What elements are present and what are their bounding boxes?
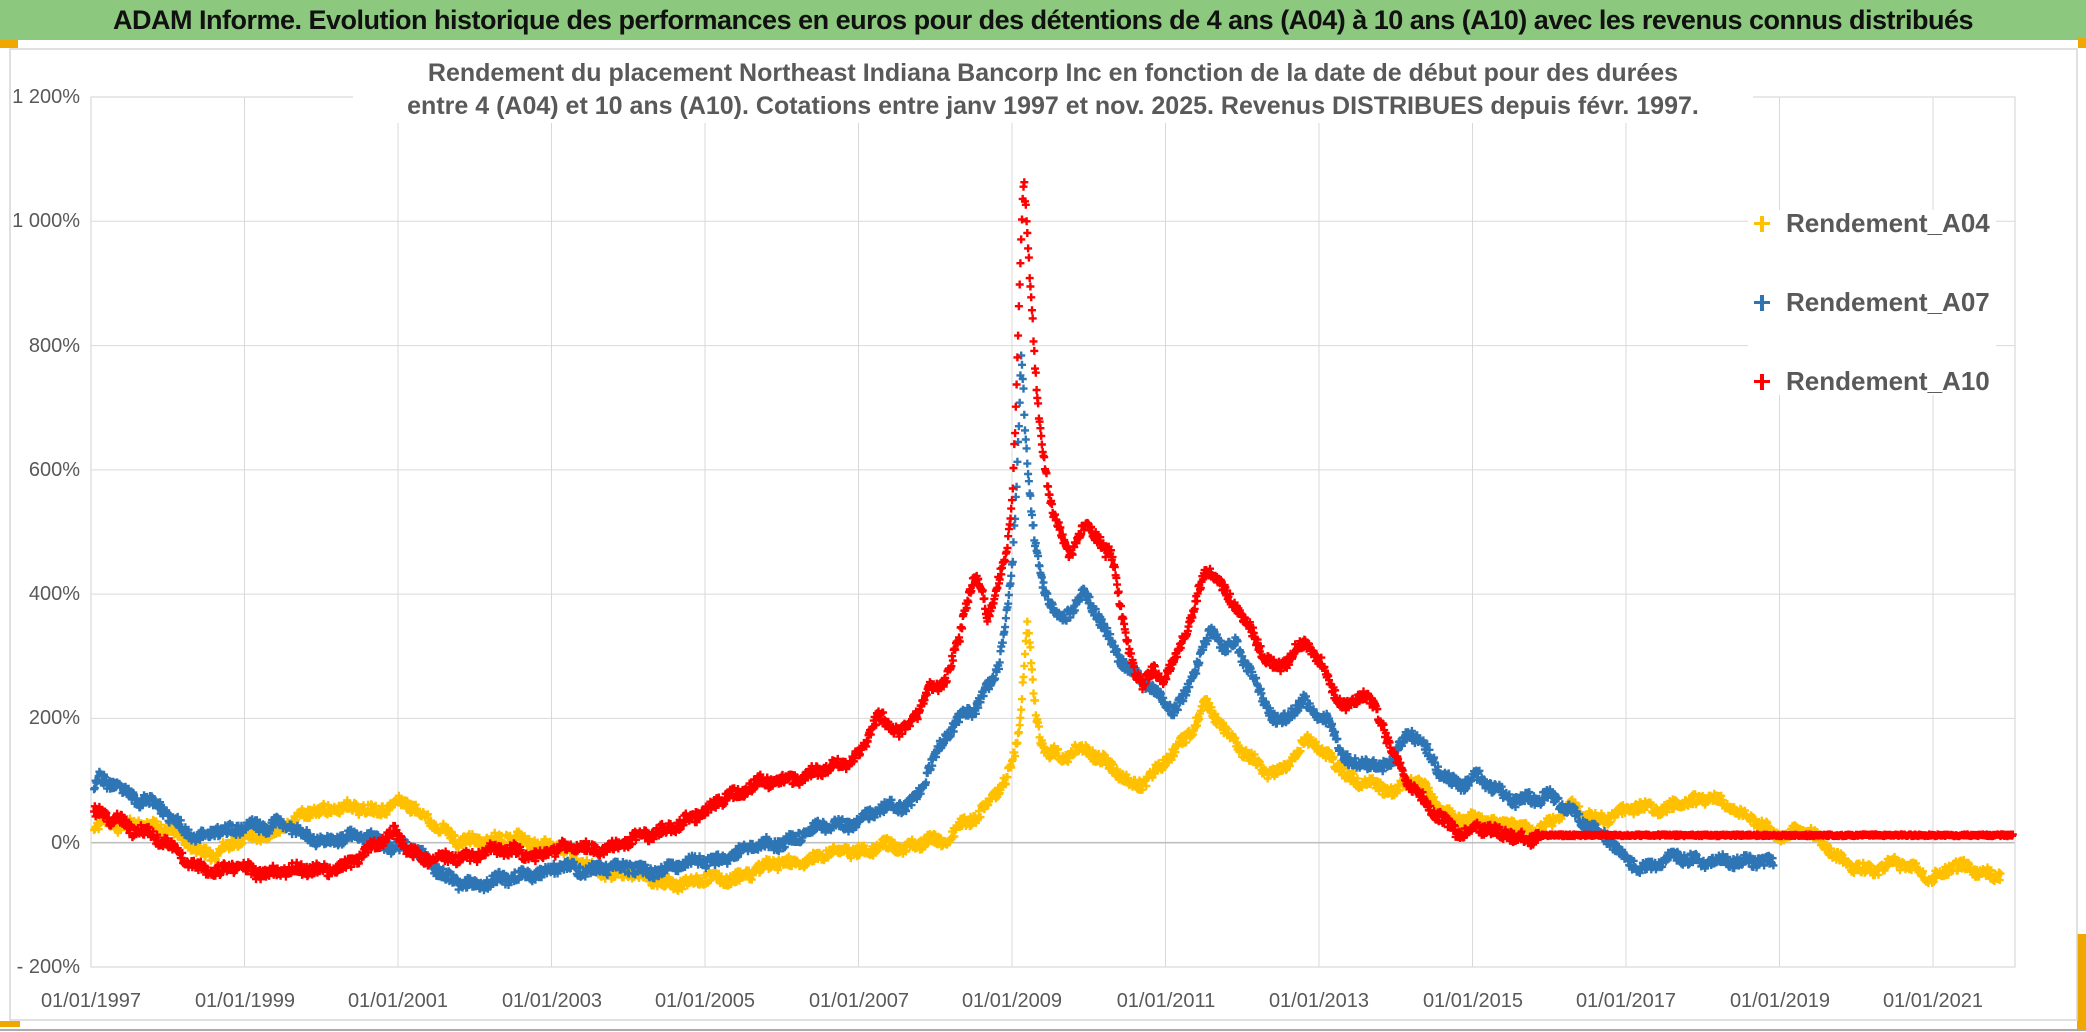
window-bottom-divider: [0, 1029, 2086, 1031]
y-tick-label: 800%: [28, 335, 80, 357]
legend-item-rendement-a10[interactable]: Rendement_A10: [1754, 366, 1990, 396]
legend-label: Rendement_A07: [1786, 287, 1990, 317]
plus-marker-icon: [1754, 215, 1770, 232]
y-tick-label: 1 000%: [12, 210, 80, 232]
plus-marker-icon: [1754, 373, 1770, 390]
x-tick-label: 01/01/2011: [1116, 990, 1216, 1012]
orange-accent-right-top: [2078, 38, 2086, 48]
x-tick-label: 01/01/2013: [1268, 990, 1370, 1012]
legend-label: Rendement_A04: [1786, 208, 1990, 238]
y-tick-label: - 200%: [16, 956, 80, 978]
legend-item-rendement-a07[interactable]: Rendement_A07: [1754, 287, 1990, 317]
chart-title-line1: Rendement du placement Northeast Indiana…: [427, 59, 1679, 87]
sheet-header-title: ADAM Informe. Evolution historique des p…: [112, 4, 1974, 35]
legend-label: Rendement_A10: [1786, 366, 1990, 396]
chart-title: Rendement du placement Northeast Indiana…: [353, 57, 1753, 123]
x-tick-label: 01/01/2001: [347, 990, 449, 1012]
x-tick-label: 01/01/2007: [808, 990, 910, 1012]
x-tick-label: 01/01/1997: [40, 990, 142, 1012]
orange-accent-top-left: [0, 40, 18, 48]
y-tick-label: 200%: [28, 707, 80, 729]
x-tick-label: 01/01/2003: [501, 990, 603, 1012]
y-tick-label: 600%: [28, 459, 80, 481]
sheet-header-banner: ADAM Informe. Evolution historique des p…: [0, 0, 2086, 40]
x-tick-label: 01/01/2005: [654, 990, 756, 1012]
y-tick-label: 0%: [51, 832, 80, 854]
y-tick-label: 400%: [28, 583, 80, 605]
x-tick-label: 01/01/2021: [1882, 990, 1984, 1012]
x-tick-label: 01/01/2017: [1575, 990, 1677, 1012]
x-tick-label: 01/01/2015: [1422, 990, 1524, 1012]
x-tick-label: 01/01/1999: [194, 990, 296, 1012]
series-Rendement_A07: [90, 351, 1778, 895]
chart-legend: Rendement_A04 Rendement_A07 Rendement_A1…: [1748, 208, 1996, 396]
x-tick-label: 01/01/2019: [1729, 990, 1831, 1012]
plus-marker-icon: [1754, 294, 1770, 311]
y-tick-label: 1 200%: [12, 86, 80, 108]
orange-accent-right-strip: [2077, 934, 2086, 1030]
legend-item-rendement-a04[interactable]: Rendement_A04: [1754, 208, 1990, 238]
x-tick-label: 01/01/2009: [961, 990, 1063, 1012]
series-Rendement_A10: [90, 178, 2017, 884]
chart-title-line2: entre 4 (A04) et 10 ans (A10). Cotations…: [407, 92, 1699, 120]
orange-accent-bottom-left: [0, 1021, 20, 1027]
